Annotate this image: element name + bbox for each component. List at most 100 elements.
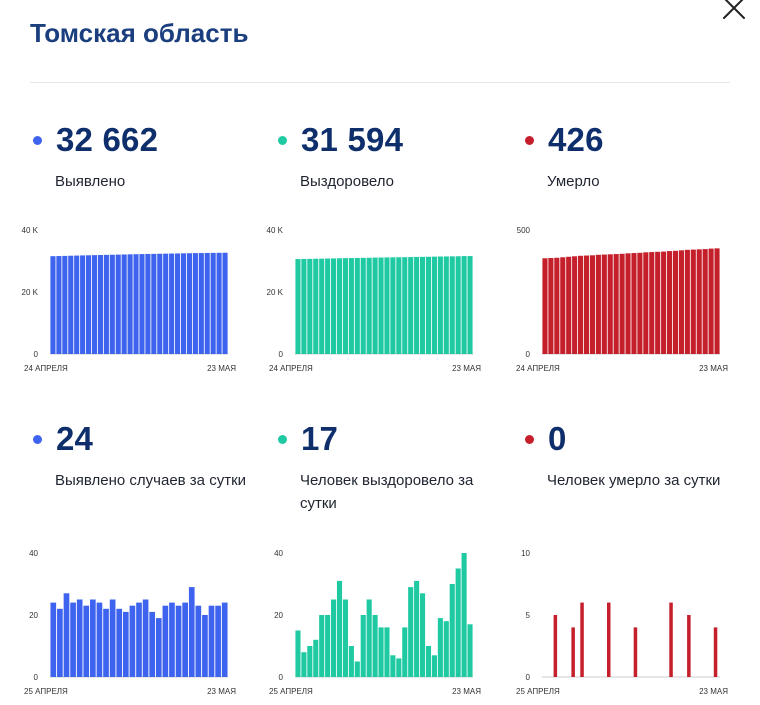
chart-bar: [354, 661, 360, 677]
y-tick-label: 500: [517, 226, 531, 235]
chart-bar: [325, 258, 331, 354]
chart-bar: [414, 256, 420, 354]
x-start-label: 24 АПРЕЛЯ: [516, 364, 560, 373]
chart-bar: [420, 256, 426, 354]
chart-bar: [402, 257, 408, 354]
chart-bar: [336, 258, 343, 354]
chart-bar: [68, 255, 74, 354]
y-tick-label: 10: [521, 549, 530, 558]
chart-bar: [449, 256, 455, 354]
chart-bar: [408, 587, 414, 677]
chart-bar: [687, 615, 691, 677]
y-tick-label: 40: [29, 549, 38, 558]
chart-bar: [325, 615, 331, 677]
stat-card-daily-deaths: 0 Человек умерло за сутки: [522, 419, 752, 489]
chart-bar: [661, 251, 667, 354]
chart-bar: [566, 256, 572, 354]
chart-bar: [402, 627, 408, 677]
chart-bar: [378, 627, 384, 677]
chart-bar: [420, 593, 426, 677]
stat-label: Выявлено случаев за сутки: [55, 472, 247, 489]
chart-bar: [713, 627, 718, 677]
y-tick-label: 20 K: [22, 288, 39, 297]
chart-bar: [301, 258, 307, 354]
chart-bar: [431, 256, 437, 354]
chart-bar: [109, 254, 115, 354]
chart-bar: [222, 252, 228, 354]
stat-card-recovered: 31 594 Выздоровело: [275, 120, 505, 190]
stat-value: 17: [301, 420, 339, 457]
chart-bar: [121, 254, 127, 354]
chart-bar: [331, 258, 337, 354]
y-tick-label: 20: [274, 611, 283, 620]
chart-bar: [336, 580, 343, 677]
chart-bar: [50, 256, 56, 354]
chart-bar: [319, 258, 325, 354]
stat-value: 426: [548, 121, 604, 158]
chart-deaths-daily: 0 5 10 25 АПРЕЛЯ 23 МАЯ: [516, 549, 728, 696]
chart-bar: [136, 602, 142, 677]
chart-confirmed-total: 0 20 K 40 K 24 АПРЕЛЯ 23 МАЯ: [22, 226, 237, 373]
chart-bar: [103, 254, 109, 354]
chart-bar: [667, 251, 673, 354]
bullet-icon: [525, 135, 534, 145]
chart-bar: [619, 253, 625, 354]
chart-bar: [216, 252, 222, 354]
chart-bar: [607, 254, 613, 354]
chart-bar: [63, 593, 70, 677]
chart-bar: [384, 257, 390, 354]
chart-bar: [467, 624, 473, 677]
x-start-label: 25 АПРЕЛЯ: [269, 687, 313, 696]
stat-card-deaths: 426 Умерло: [522, 120, 752, 190]
chart-bar: [56, 256, 62, 354]
bullet-icon: [278, 434, 287, 444]
chart-bar: [384, 627, 390, 677]
chart-bar: [145, 253, 151, 354]
chart-bar: [62, 255, 68, 354]
close-icon[interactable]: [718, 0, 750, 26]
chart-bar: [467, 256, 473, 354]
chart-bar: [116, 608, 123, 677]
chart-bar: [188, 587, 195, 677]
chart-bar: [155, 618, 162, 677]
chart-bar: [215, 605, 221, 677]
chart-bar: [313, 258, 319, 354]
chart-bar: [50, 602, 57, 677]
stat-value: 31 594: [301, 121, 404, 158]
chart-bar: [443, 256, 449, 354]
chart-bar: [408, 257, 414, 354]
x-start-label: 25 АПРЕЛЯ: [516, 687, 560, 696]
x-end-label: 23 МАЯ: [699, 364, 728, 373]
stat-label: Выздоровело: [300, 173, 395, 190]
chart-bar: [342, 599, 348, 677]
chart-bar: [133, 254, 139, 354]
chart-bar: [86, 255, 92, 354]
chart-bar: [625, 253, 631, 354]
chart-recovered-total: 0 20 K 40 K 24 АПРЕЛЯ 23 МАЯ: [267, 226, 482, 373]
x-end-label: 23 МАЯ: [207, 687, 236, 696]
chart-bar: [633, 627, 638, 677]
chart-bar: [169, 253, 175, 354]
y-tick-label: 0: [34, 350, 39, 359]
stat-label: Выявлено: [55, 173, 126, 190]
chart-bar: [455, 568, 461, 677]
bullet-icon: [278, 135, 287, 145]
chart-bar: [637, 252, 643, 354]
chart-bar: [571, 627, 575, 677]
y-tick-label: 20 K: [267, 288, 284, 297]
chart-bar: [313, 639, 319, 677]
chart-bar: [295, 630, 301, 677]
chart-bar: [443, 621, 449, 677]
chart-bar: [342, 258, 348, 354]
chart-bar: [157, 253, 163, 354]
chart-bar: [192, 253, 198, 354]
chart-bar: [396, 257, 402, 354]
chart-bar: [613, 254, 619, 354]
chart-bar: [221, 602, 228, 677]
chart-bar: [96, 602, 103, 677]
chart-bar: [425, 256, 432, 354]
chart-bar: [548, 258, 554, 354]
chart-bar: [208, 605, 215, 677]
chart-bar: [142, 599, 149, 677]
stat-label: Умерло: [547, 173, 600, 190]
